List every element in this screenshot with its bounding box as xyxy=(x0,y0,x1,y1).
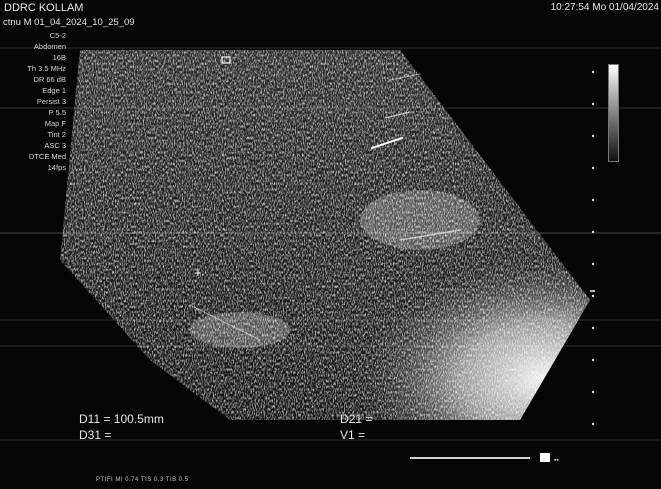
param-dynamic-range: DR 66 dB xyxy=(33,75,66,84)
depth-marker xyxy=(590,290,595,292)
scan-artifacts xyxy=(0,47,661,441)
clock: 10:27:54 Mo 01/04/2024 xyxy=(550,2,659,13)
svg-text:▪▪: ▪▪ xyxy=(554,457,559,464)
param-preset: Abdomen xyxy=(33,42,66,51)
param-tint: Tint 2 xyxy=(47,130,66,139)
measurement-cursor[interactable] xyxy=(195,270,201,276)
param-persist: Persist 3 xyxy=(36,97,66,106)
param-probe: C5-2 xyxy=(49,31,66,40)
footer-indices: PTIFI MI 0.74 TIS 0.3 TIB 0.5 xyxy=(96,477,189,483)
cine-bar: ▪▪ xyxy=(410,453,559,464)
parameter-list: C5-2 Abdomen 16B Th 3.5 MHz DR 66 dB Edg… xyxy=(0,30,66,173)
param-edge: Edge 1 xyxy=(42,86,66,95)
param-frequency: Th 3.5 MHz xyxy=(27,64,66,73)
param-dtce: DTCE Med xyxy=(28,152,66,161)
patient-id: ctnu M 01_04_2024_10_25_09 xyxy=(3,17,135,28)
focus-marker xyxy=(221,56,231,64)
param-p: P 5.5 xyxy=(48,108,66,117)
measurement-d31: D31 = xyxy=(79,428,112,442)
param-map: Map F xyxy=(44,119,66,128)
measurement-d11: D11 = 100.5mm xyxy=(79,412,164,426)
grayscale-bar xyxy=(608,64,619,162)
depth-scale xyxy=(591,70,595,426)
site-name: DDRC KOLLAM xyxy=(4,2,84,14)
param-asc: ASC 3 xyxy=(44,141,66,150)
param-fps: 14fps xyxy=(47,163,66,172)
echo-lines xyxy=(189,73,461,341)
measurement-d21: D21 = xyxy=(340,412,373,426)
param-gain: 16B xyxy=(52,53,66,62)
measurement-v1: V1 = xyxy=(340,428,366,442)
